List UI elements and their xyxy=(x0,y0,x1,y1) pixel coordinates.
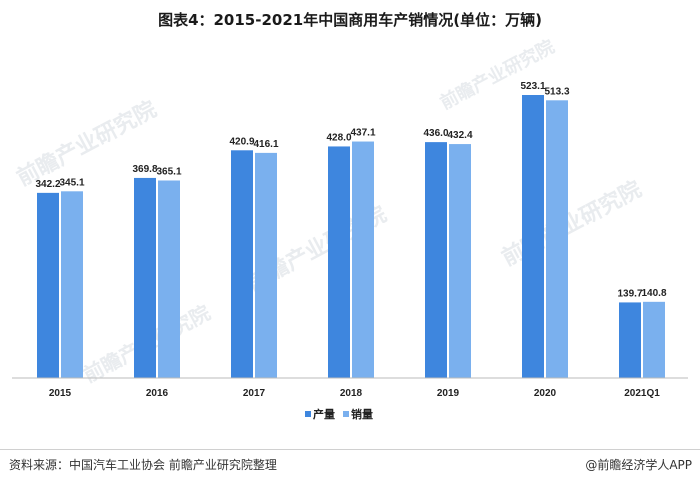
bar-production xyxy=(231,150,253,378)
data-label: 420.9 xyxy=(229,136,254,147)
x-tick-label: 2019 xyxy=(437,388,460,399)
bar-production xyxy=(425,142,447,378)
legend-label: 产量 xyxy=(313,407,335,421)
footer-divider xyxy=(0,449,700,450)
bar-production xyxy=(37,192,59,378)
data-label: 369.8 xyxy=(132,164,157,175)
data-label: 140.8 xyxy=(641,288,666,299)
x-tick-label: 2017 xyxy=(243,388,266,399)
watermark-text: 前瞻产业研究院 xyxy=(498,176,646,271)
bar-sales xyxy=(449,144,471,378)
legend-label: 销量 xyxy=(351,407,373,421)
bar-sales xyxy=(643,301,665,378)
bar-sales xyxy=(255,152,277,378)
bar-sales xyxy=(546,100,568,379)
x-tick-label: 2020 xyxy=(534,388,557,399)
data-label: 513.3 xyxy=(544,86,569,97)
bar-sales xyxy=(158,180,180,378)
data-label: 345.1 xyxy=(59,177,84,188)
data-label: 432.4 xyxy=(447,130,472,141)
x-tick-label: 2021Q1 xyxy=(624,388,660,399)
data-label: 416.1 xyxy=(253,139,278,150)
bar-sales xyxy=(352,141,374,378)
data-label: 428.0 xyxy=(326,132,351,143)
bar-production xyxy=(619,302,641,378)
bar-production xyxy=(328,146,350,378)
legend: 产量 销量 xyxy=(305,407,373,421)
x-tick-label: 2015 xyxy=(49,388,72,399)
bar-sales xyxy=(61,191,83,378)
legend-swatch xyxy=(343,411,349,417)
data-label: 436.0 xyxy=(423,128,448,139)
bar-production xyxy=(522,95,544,378)
bar-chart: 前瞻产业研究院前瞻产业研究院前瞻产业研究院前瞻产业研究院前瞻产业研究院 342.… xyxy=(12,35,688,421)
source-note: 资料来源：中国汽车工业协会 前瞻产业研究院整理 xyxy=(9,458,277,472)
chart-title: 图表4：2015-2021年中国商用车产销情况(单位：万辆) xyxy=(158,11,542,29)
x-tick-label: 2018 xyxy=(340,388,363,399)
data-label: 437.1 xyxy=(350,128,375,139)
x-tick-label: 2016 xyxy=(146,388,169,399)
data-label: 342.2 xyxy=(35,179,60,190)
credit-note: @前瞻经济学人APP xyxy=(585,458,692,472)
legend-swatch xyxy=(305,411,311,417)
bars-layer xyxy=(37,95,665,379)
bar-production xyxy=(134,177,156,378)
data-label: 139.7 xyxy=(617,288,642,299)
data-label: 523.1 xyxy=(520,81,545,92)
data-label: 365.1 xyxy=(156,166,181,177)
watermark-text: 前瞻产业研究院 xyxy=(13,96,161,191)
